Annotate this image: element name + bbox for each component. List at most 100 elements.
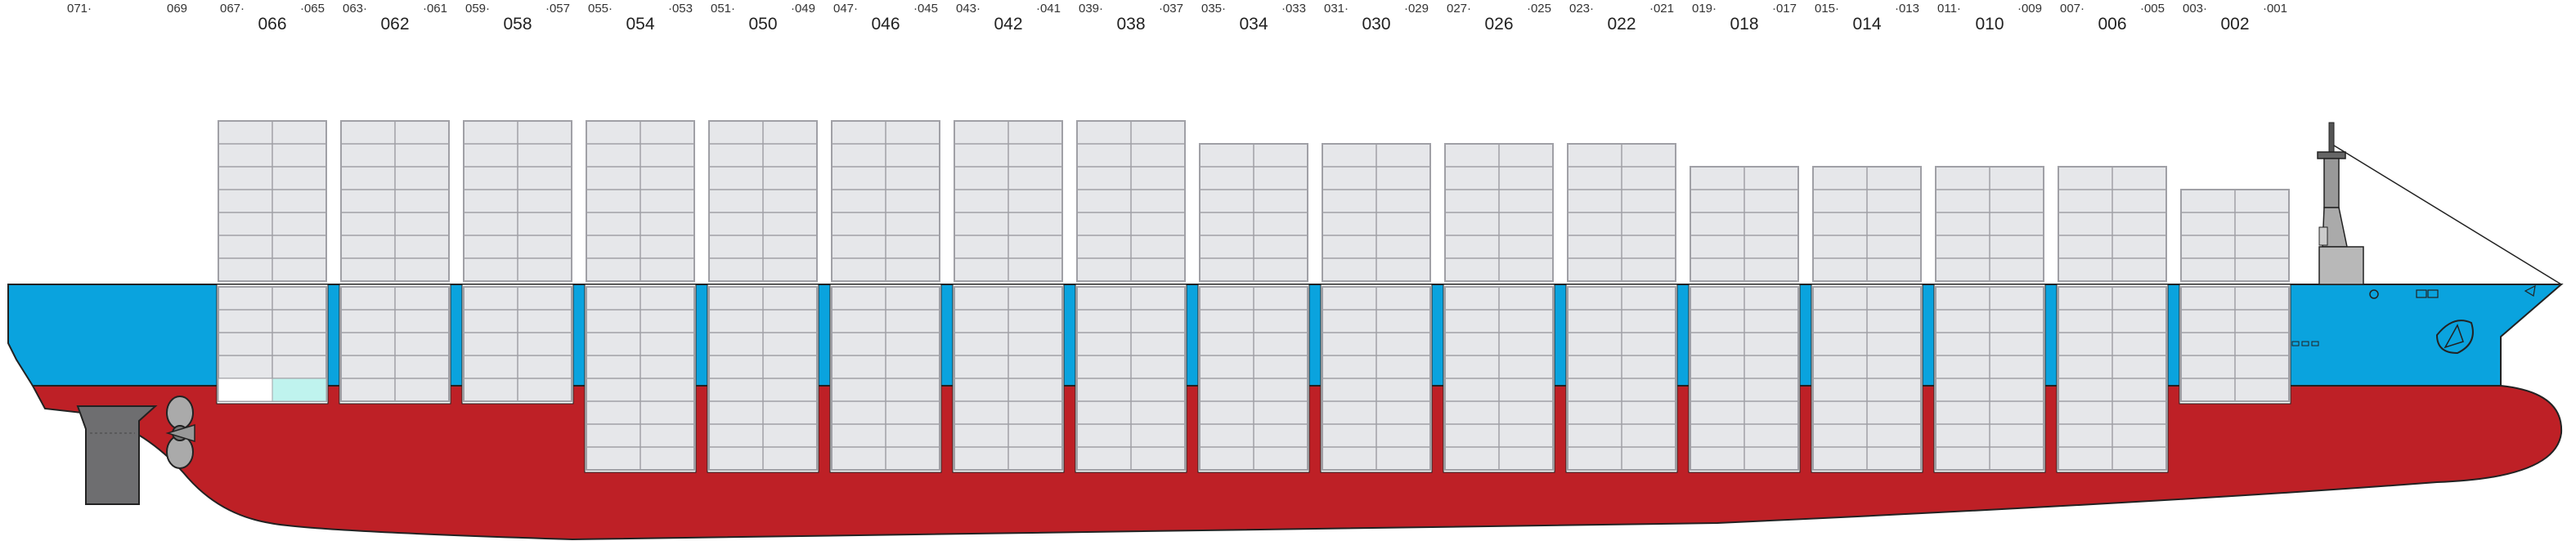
bridge-mast-icon [2317,122,2562,285]
stray-bay-label: 071· [67,2,92,16]
bay-odd-left-label: 031· [1324,2,1349,16]
bay-label: 023· ·021 022 [1564,0,1679,38]
bay-odd-right-label: ·005 [2139,2,2165,16]
bay-label: 047· ·045 046 [828,0,943,38]
hold-stack [339,284,451,405]
deck-stack [1076,120,1186,282]
deck-stack [708,120,818,282]
bay-odd-left-label: 011· [1937,2,1961,16]
bay-even-label: 054 [626,15,655,34]
bay-odd-left-label: 067· [220,2,245,16]
bay-even-label: 022 [1607,15,1636,34]
bay-even-label: 062 [380,15,410,34]
deck-stack [218,120,327,282]
hold-stack [461,284,574,405]
bay-label: 055· ·053 054 [583,0,698,38]
bay-label: 027· ·025 026 [1442,0,1556,38]
bulbous-bow-icon [2291,284,2536,347]
hold-stack [1933,284,2046,473]
bay-label: 019· ·017 018 [1687,0,1802,38]
bay-label: 007· ·005 006 [2055,0,2170,38]
bay-even-label: 038 [1116,15,1146,34]
bay-even-label: 046 [871,15,900,34]
bay-odd-right-label: ·065 [299,2,325,16]
bay-odd-left-label: 043· [956,2,981,16]
bay-label: 035· ·033 034 [1196,0,1311,38]
bay-even-label: 006 [2098,15,2127,34]
bay-even-label: 002 [2220,15,2250,34]
bay-label: 003· ·001 002 [2178,0,2292,38]
hold-stack [952,284,1065,473]
deck-stack [340,120,450,282]
hold-stack [2056,284,2169,473]
hold-stack [2179,284,2291,405]
bay-odd-left-label: 039· [1079,2,1104,16]
deck-stack [1935,166,2044,282]
deck-stack [2180,189,2290,282]
bay-label: 059· ·057 058 [460,0,575,38]
bay-even-label: 058 [503,15,532,34]
hold-stack [1197,284,1310,473]
bay-even-label: 026 [1484,15,1514,34]
container-stack-layer [216,120,2291,473]
hold-stack [584,284,697,473]
bay-label: 063· ·061 062 [338,0,452,38]
hold-stack [707,284,819,473]
bay-odd-left-label: 003· [2183,2,2208,16]
bay-odd-right-label: ·045 [913,2,938,16]
bay-odd-left-label: 051· [711,2,736,16]
deck-stack [1690,166,1799,282]
bay-odd-left-label: 023· [1569,2,1595,16]
bay-odd-right-label: ·041 [1035,2,1061,16]
propeller-icon [165,396,195,469]
bay-label: 015· ·013 014 [1810,0,1924,38]
bay-even-label: 034 [1239,15,1268,34]
deck-stack [586,120,695,282]
bay-odd-right-label: ·061 [422,2,447,16]
hold-stack [1075,284,1187,473]
bay-label: 067· ·065 066 [215,0,330,38]
deck-stack [2058,166,2167,282]
deck-stack [1444,143,1554,282]
bay-odd-right-label: ·057 [545,2,570,16]
bay-odd-left-label: 019· [1692,2,1717,16]
bay-even-label: 010 [1975,15,2004,34]
bay-even-label: 042 [994,15,1023,34]
bay-even-label: 018 [1730,15,1759,34]
deck-stack [1567,143,1676,282]
bay-label: 031· ·029 030 [1319,0,1434,38]
bay-odd-left-label: 063· [343,2,368,16]
bay-label: 011· ·009 010 [1932,0,2047,38]
bay-odd-right-label: ·009 [2017,2,2042,16]
deck-stack [1322,143,1431,282]
deck-stack [831,120,940,282]
bay-odd-left-label: 055· [588,2,613,16]
bay-even-label: 030 [1362,15,1391,34]
bay-even-label: 050 [748,15,778,34]
bay-odd-right-label: ·053 [667,2,693,16]
bay-odd-right-label: ·013 [1894,2,1919,16]
bay-odd-left-label: 015· [1815,2,1840,16]
bay-label: 039· ·037 038 [1074,0,1188,38]
deck-stack [954,120,1063,282]
bay-even-label: 066 [258,15,287,34]
maersk-star-icon [2435,320,2474,355]
stray-bay-label: 069 [167,2,188,16]
bay-label: 051· ·049 050 [706,0,820,38]
bay-odd-right-label: ·025 [1526,2,1551,16]
bay-label: 043· ·041 042 [951,0,1066,38]
hold-stack [1320,284,1433,473]
hold-stack [216,284,329,405]
bay-odd-left-label: 007· [2060,2,2085,16]
bay-odd-right-label: ·049 [790,2,815,16]
bay-odd-left-label: 027· [1447,2,1472,16]
bay-odd-right-label: ·037 [1158,2,1183,16]
hold-stack [1443,284,1555,473]
bay-odd-left-label: 047· [833,2,859,16]
hold-stack [1565,284,1678,473]
bay-odd-left-label: 059· [465,2,491,16]
bay-odd-right-label: ·017 [1771,2,1797,16]
deck-stack [1812,166,1922,282]
deck-stack [1199,143,1308,282]
bay-odd-right-label: ·033 [1281,2,1306,16]
